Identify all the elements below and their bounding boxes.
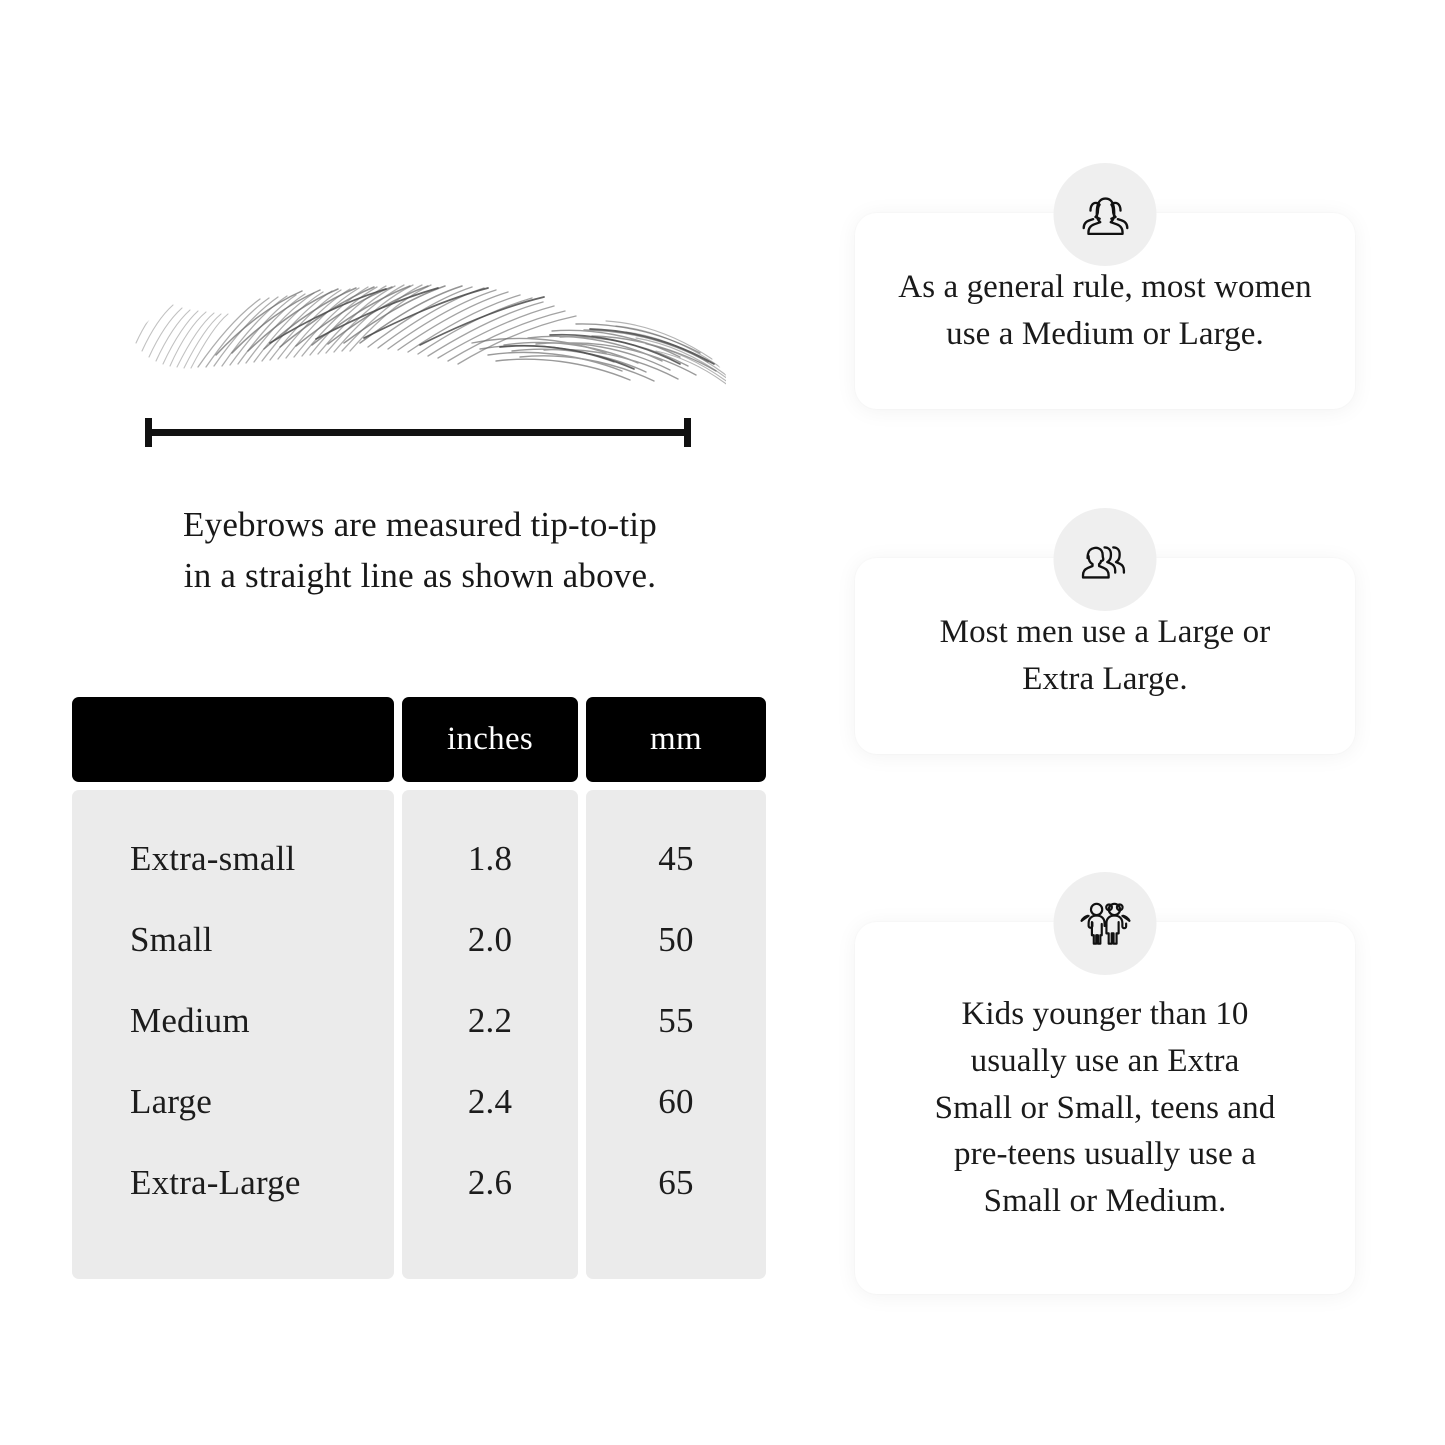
tip-text: Most men use a Large or Extra Large. <box>940 609 1271 703</box>
table-cell-size: Small <box>130 919 213 959</box>
measurement-panel: Eyebrows are measured tip-to-tip in a st… <box>70 225 770 1279</box>
measurement-caption: Eyebrows are measured tip-to-tip in a st… <box>70 500 770 602</box>
table-header-size <box>72 697 394 782</box>
tip-line-1: As a general rule, most women <box>898 269 1312 306</box>
table-header-mm: mm <box>586 697 766 782</box>
table-cell-size: Extra-Large <box>130 1162 301 1202</box>
table-header-row: inches mm <box>72 697 766 782</box>
tips-panel: As a general rule, most women use a Medi… <box>800 0 1445 1445</box>
caption-line-1: Eyebrows are measured tip-to-tip <box>183 505 657 544</box>
table-column-size: Extra-small Small Medium Large Extra-Lar… <box>72 790 394 1279</box>
tip-line-2: use a Medium or Large. <box>946 316 1264 352</box>
table-cell-mm: 60 <box>658 1081 694 1121</box>
measurement-bar-icon <box>138 410 698 452</box>
three-men-icon <box>1053 508 1157 611</box>
table-cell-mm: 55 <box>658 1000 694 1040</box>
tip-text: Kids younger than 10 usually use an Extr… <box>935 991 1276 1225</box>
table-column-mm: 45 50 55 60 65 <box>586 790 766 1279</box>
tip-line-3: Small or Small, teens and <box>934 1089 1276 1126</box>
table-cell-mm: 50 <box>658 919 694 959</box>
three-women-icon <box>1053 163 1157 266</box>
table-cell-inches: 2.2 <box>467 1000 513 1040</box>
table-cell-inches: 2.4 <box>467 1081 513 1121</box>
tip-line-1: Kids younger than 10 <box>961 995 1249 1032</box>
table-cell-inches: 1.8 <box>467 838 513 878</box>
tip-line-4: pre-teens usually use a <box>954 1136 1256 1173</box>
table-cell-mm: 65 <box>658 1162 694 1202</box>
table-body: Extra-small Small Medium Large Extra-Lar… <box>72 790 766 1279</box>
tip-line-1: Most men use a Large or <box>939 614 1271 651</box>
tip-line-2: Extra Large. <box>1022 661 1188 697</box>
tip-card-body: Kids younger than 10 usually use an Extr… <box>855 922 1355 1294</box>
table-cell-mm: 45 <box>658 838 694 878</box>
table-cell-inches: 2.6 <box>467 1162 513 1202</box>
table-header-inches: inches <box>402 697 578 782</box>
size-chart-table: inches mm Extra-small Small Medium Large… <box>72 697 766 1279</box>
table-cell-size: Large <box>130 1081 212 1121</box>
table-cell-size: Medium <box>130 1000 250 1040</box>
caption-line-2: in a straight line as shown above. <box>183 555 657 595</box>
eyebrow-illustration <box>120 225 740 410</box>
tip-line-2: usually use an Extra <box>970 1042 1240 1079</box>
table-cell-size: Extra-small <box>130 838 296 878</box>
table-cell-inches: 2.0 <box>467 919 513 959</box>
two-children-icon <box>1053 872 1157 975</box>
tip-text: As a general rule, most women use a Medi… <box>898 264 1311 358</box>
tip-line-5: Small or Medium. <box>983 1183 1227 1220</box>
table-column-inches: 1.8 2.0 2.2 2.4 2.6 <box>402 790 578 1279</box>
